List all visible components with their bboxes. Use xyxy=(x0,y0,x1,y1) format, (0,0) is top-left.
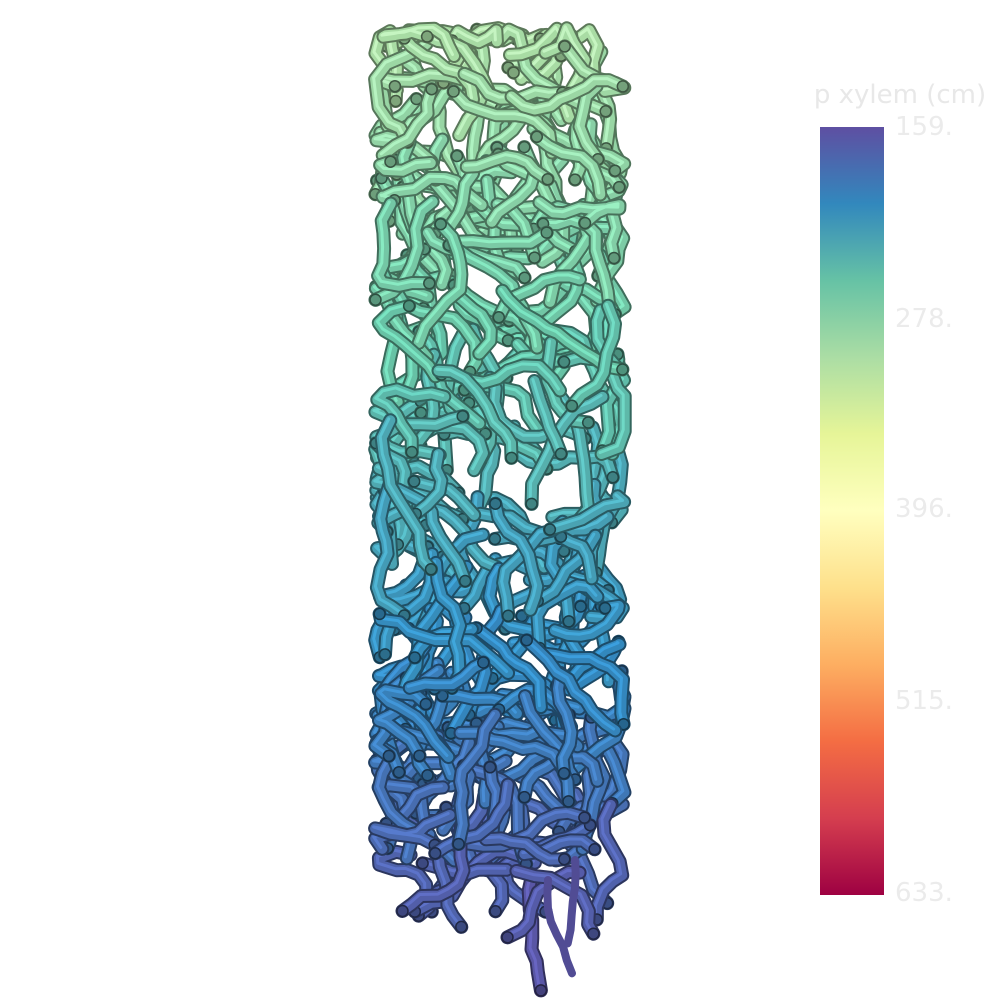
root-segment xyxy=(369,477,412,623)
root-segment xyxy=(542,489,632,537)
root-segment xyxy=(428,777,515,861)
root-segment xyxy=(572,79,605,167)
root-segment xyxy=(479,831,572,867)
root-segment xyxy=(453,225,554,251)
root-segment xyxy=(551,666,579,781)
colorbar-tick-label: 159. xyxy=(895,112,953,142)
root-segment xyxy=(547,598,626,643)
root-segment xyxy=(543,876,576,978)
root-segment xyxy=(491,22,531,75)
root-segment xyxy=(371,298,443,384)
colorbar-tick-label: 515. xyxy=(895,686,953,716)
colorbar-tick-label: 633. xyxy=(895,878,953,908)
root-segment xyxy=(529,129,608,202)
root-segment xyxy=(527,374,568,461)
colorbar-gradient xyxy=(820,127,884,895)
root-segment xyxy=(411,217,469,350)
root-segment xyxy=(372,606,516,680)
colorbar-tick-label: 278. xyxy=(895,304,953,334)
colorbar-tick-label: 396. xyxy=(895,494,953,524)
root-segment xyxy=(391,482,473,588)
root-segment xyxy=(446,84,559,160)
root-segment xyxy=(371,728,437,842)
root-segment xyxy=(376,21,461,63)
root-segment xyxy=(374,413,438,577)
root-segment xyxy=(374,683,456,764)
root-segment xyxy=(407,474,482,522)
root-segment xyxy=(444,603,508,741)
root-segment xyxy=(371,196,437,293)
colorbar xyxy=(820,127,884,895)
root-segment xyxy=(431,363,519,465)
root-segment xyxy=(373,154,438,178)
root-segments xyxy=(368,21,632,998)
root-segment xyxy=(589,797,630,927)
root-segment xyxy=(504,73,630,117)
root-segment xyxy=(408,447,449,521)
root-segment xyxy=(402,655,491,695)
root-segment xyxy=(451,707,502,851)
colorbar-title: p xylem (cm) xyxy=(813,80,987,110)
root-segment xyxy=(563,856,580,948)
root-segment xyxy=(519,633,623,738)
root-segment xyxy=(375,82,439,163)
root-segment xyxy=(488,496,545,617)
root-segment xyxy=(536,646,631,732)
root-segment xyxy=(459,149,555,187)
root-segment xyxy=(532,195,627,230)
root-segment xyxy=(564,298,622,413)
root-segment xyxy=(500,865,587,945)
root-segment xyxy=(370,382,452,459)
